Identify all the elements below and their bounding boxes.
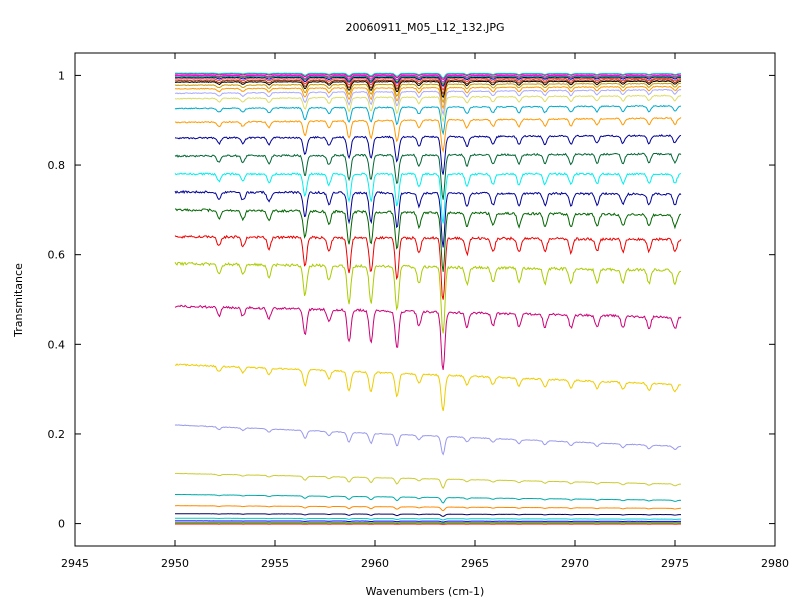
x-tick-label: 2960 <box>361 557 389 570</box>
y-tick-label: 0.6 <box>48 249 66 262</box>
x-tick-label: 2975 <box>661 557 689 570</box>
spectrum-series <box>174 117 682 154</box>
spectrum-series <box>174 152 682 200</box>
spectrum-series <box>174 505 681 512</box>
spectrum-series <box>174 77 682 91</box>
spectrum-series <box>174 208 682 272</box>
spectrum-series <box>174 234 682 300</box>
spectrum-series <box>174 74 682 83</box>
plot-frame <box>74 52 776 547</box>
chart-title: 20060911_M05_L12_132.JPG <box>346 21 505 34</box>
y-tick-label: 1 <box>58 69 65 82</box>
spectrum-series <box>174 261 682 334</box>
spectrum-series <box>174 424 682 456</box>
spectrum-series <box>174 80 682 99</box>
x-tick-label: 2965 <box>461 557 489 570</box>
spectrum-series <box>174 472 682 489</box>
y-axis-label: Transmitance <box>12 263 25 338</box>
spectrum-series <box>174 133 682 175</box>
spectrum-series <box>174 72 682 79</box>
spectrum-series <box>174 85 682 110</box>
y-tick-label: 0.4 <box>48 338 66 351</box>
spectrum-series <box>174 520 682 523</box>
series-layer <box>174 72 682 525</box>
x-tick-label: 2970 <box>561 557 589 570</box>
x-axis-label: Wavenumbers (cm-1) <box>366 585 485 598</box>
spectrum-series <box>174 172 682 224</box>
spectrum-series <box>174 517 682 521</box>
spectrum-series <box>174 513 682 517</box>
x-tick-label: 2950 <box>161 557 189 570</box>
spectrum-series <box>174 94 682 123</box>
x-tick-label: 2980 <box>761 557 789 570</box>
y-tick-label: 0 <box>58 518 65 531</box>
spectrum-series <box>174 73 682 81</box>
x-axis: 2945 2950 2955 2960 2965 2970 2975 2980 <box>61 53 789 570</box>
y-tick-label: 0.2 <box>48 428 66 441</box>
y-axis: 0 0.2 0.4 0.6 0.8 1 <box>48 69 775 531</box>
spectrum-series <box>174 82 682 104</box>
spectrum-series <box>174 493 682 504</box>
x-tick-label: 2955 <box>261 557 289 570</box>
spectrum-series <box>174 304 682 370</box>
spectrum-series <box>174 104 682 136</box>
spectrum-series <box>174 79 682 95</box>
spectrum-series <box>174 75 682 86</box>
spectrum-series <box>174 76 682 87</box>
spectrum-series <box>174 189 682 248</box>
spectrum-series <box>174 363 682 412</box>
y-tick-label: 0.8 <box>48 159 66 172</box>
spectrum-series <box>174 88 682 116</box>
x-tick-label: 2945 <box>61 557 89 570</box>
